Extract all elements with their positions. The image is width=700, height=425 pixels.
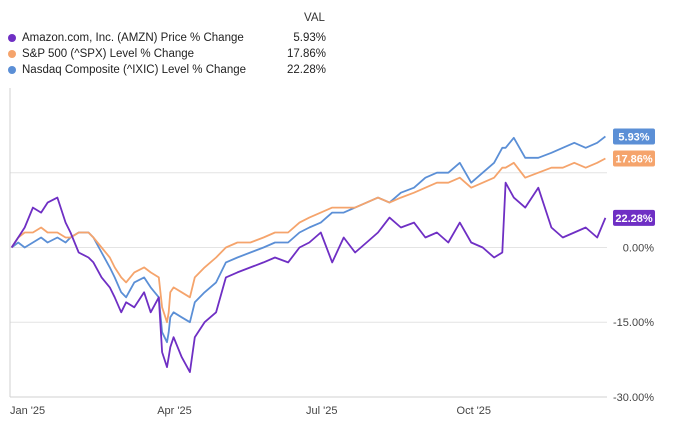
- legend-dot-ixic: [8, 66, 16, 74]
- y-axis-ticks: 0.00% -15.00% -30.00%: [613, 242, 654, 404]
- legend-value-amzn: 5.93%: [293, 32, 326, 44]
- legend-item-amzn[interactable]: Amazon.com, Inc. (AMZN) Price % Change 5…: [8, 30, 328, 46]
- legend-value-header: VAL: [304, 12, 325, 24]
- x-tick-label-2: Jul '25: [306, 405, 337, 417]
- legend-label-ixic: Nasdaq Composite (^IXIC) Level % Change: [22, 64, 247, 76]
- y-tick-label-0: 0.00%: [623, 242, 654, 254]
- x-tick-label-3: Oct '25: [457, 405, 492, 417]
- gridlines: [10, 172, 607, 398]
- y-tick-label-1: -15.00%: [613, 317, 654, 329]
- y-tick-label-2: -30.00%: [613, 392, 654, 404]
- legend-item-ixic[interactable]: Nasdaq Composite (^IXIC) Level % Change …: [8, 62, 328, 78]
- end-label-1: 17.86%: [613, 150, 655, 167]
- series-line-0: [10, 181, 607, 374]
- end-label-text-2: 5.93%: [618, 131, 649, 143]
- end-label-bg-1: [613, 150, 655, 167]
- x-tick-label-0: Jan '25: [10, 405, 45, 417]
- legend-value-ixic: 22.28%: [286, 64, 326, 76]
- x-axis-ticks: Jan '25 Apr '25 Jul '25 Oct '25: [10, 405, 491, 417]
- end-labels: 22.28% 17.86% 5.93%: [613, 128, 655, 226]
- end-label-bg-0: [613, 209, 655, 226]
- legend-value-spx: 17.86%: [286, 48, 326, 60]
- end-label-text-0: 22.28%: [615, 213, 653, 225]
- end-label-text-1: 17.86%: [615, 153, 653, 165]
- end-label-0: 22.28%: [613, 209, 655, 226]
- legend-label-amzn: Amazon.com, Inc. (AMZN) Price % Change: [22, 32, 244, 44]
- end-label-2: 5.93%: [613, 128, 655, 145]
- axes: [9, 88, 607, 398]
- series-lines: [10, 135, 607, 374]
- end-label-bg-2: [613, 128, 655, 145]
- legend-label-spx: S&P 500 (^SPX) Level % Change: [22, 48, 195, 60]
- x-tick-label-1: Apr '25: [157, 405, 192, 417]
- legend-dot-amzn: [8, 34, 16, 42]
- legend-item-spx[interactable]: S&P 500 (^SPX) Level % Change 17.86%: [8, 46, 328, 62]
- legend-dot-spx: [8, 50, 16, 58]
- series-line-1: [10, 157, 606, 324]
